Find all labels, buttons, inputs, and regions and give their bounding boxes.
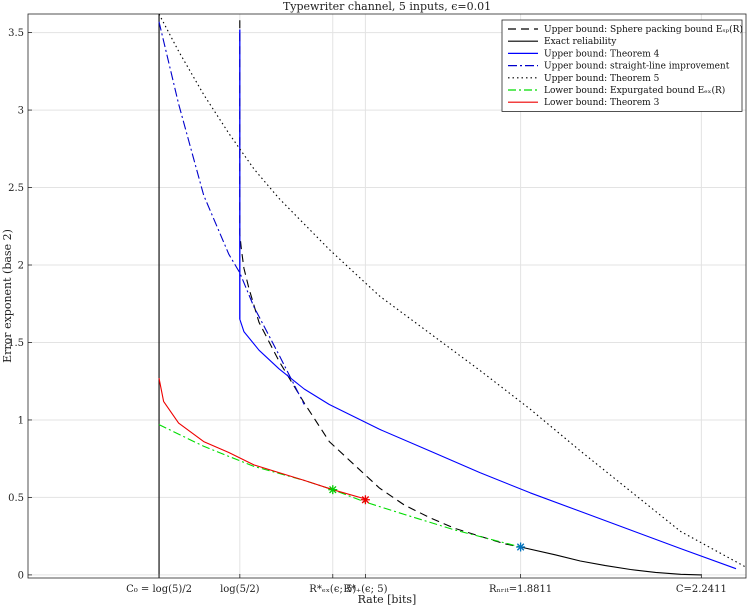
ticks: 0 0.5 1 1.5 2 2.5 3 3.5 C₀ = log(5)/2 log(5/2) R*ₑ… xyxy=(8,28,727,595)
series-line xyxy=(158,21,305,405)
star-marker xyxy=(360,495,370,505)
series-line xyxy=(239,20,521,548)
y-tick-label: 3 xyxy=(18,106,24,117)
legend-label: Upper bound: Sphere packing bound Eₛₚ(R) xyxy=(544,24,743,35)
legend-label: Lower bound: Expurgated bound Eₑₓ(R) xyxy=(544,85,725,96)
series-group xyxy=(158,13,747,578)
series-line xyxy=(239,29,737,570)
star-marker xyxy=(328,485,338,495)
legend-label: Upper bound: Theorem 5 xyxy=(544,74,660,84)
x-tick-label: C=2.2411 xyxy=(676,584,727,595)
marker-group xyxy=(328,485,526,552)
series-line xyxy=(158,13,747,568)
x-tick-label: Rₙᵣᵢₜ=1.8811 xyxy=(489,584,552,595)
y-tick-label: 1.5 xyxy=(8,338,24,349)
series-line xyxy=(158,377,366,500)
legend-label: Upper bound: Theorem 4 xyxy=(544,49,660,59)
y-tick-label: 2.5 xyxy=(8,183,24,194)
x-tick-label: log(5/2) xyxy=(220,584,260,595)
x-tick-label: R*ₑₓ(ϵ; 5) xyxy=(309,584,356,595)
legend-label: Upper bound: straight-line improvement xyxy=(544,62,730,72)
y-tick-label: 3.5 xyxy=(8,28,24,39)
star-marker xyxy=(516,542,526,552)
x-tick-label: R*₊(ϵ; 5) xyxy=(343,584,387,595)
x-tick-label: C₀ = log(5)/2 xyxy=(126,584,192,595)
legend-label: Lower bound: Theorem 3 xyxy=(544,98,660,108)
chart-title: Typewriter channel, 5 inputs, ϵ=0.01 xyxy=(283,0,491,13)
series-line xyxy=(158,424,521,548)
axes-frame xyxy=(27,13,747,579)
y-tick-label: 0.5 xyxy=(8,493,24,504)
y-tick-label: 2 xyxy=(18,261,24,272)
y-tick-label: 0 xyxy=(18,570,24,581)
legend: Upper bound: Sphere packing bound Eₛₚ(R)… xyxy=(501,19,743,112)
legend-box xyxy=(501,19,743,112)
legend-label: Exact reliability xyxy=(544,37,617,47)
y-axis-title: Error exponent (base 2) xyxy=(1,229,14,363)
y-tick-label: 1 xyxy=(18,415,24,426)
series-line xyxy=(520,546,702,576)
x-axis-title: Rate [bits] xyxy=(358,593,417,606)
